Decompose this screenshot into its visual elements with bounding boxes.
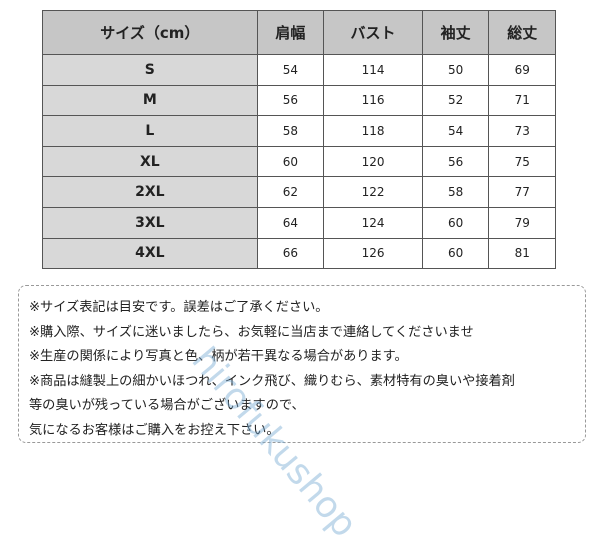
cell: 120 bbox=[323, 145, 423, 178]
size-cell: 3XL bbox=[42, 206, 258, 239]
notes-box: ※サイズ表記は目安です。誤差はご了承ください。 ※購入際、サイズに迷いましたら、お… bbox=[18, 285, 586, 443]
cell: 71 bbox=[488, 84, 556, 117]
header-cell: 総丈 bbox=[488, 10, 556, 55]
header-cell: サイズ（cm） bbox=[42, 10, 258, 55]
cell: 58 bbox=[421, 176, 490, 208]
cell: 54 bbox=[421, 115, 490, 147]
table-row: S 54 114 50 69 bbox=[42, 54, 556, 86]
cell: 52 bbox=[421, 84, 490, 117]
cell: 118 bbox=[323, 115, 423, 147]
cell: 62 bbox=[256, 176, 325, 208]
cell: 126 bbox=[323, 237, 423, 270]
note-line: ※購入際、サイズに迷いましたら、お気軽に当店まで連絡してくださいませ bbox=[29, 324, 474, 340]
size-cell: L bbox=[42, 115, 258, 147]
header-cell: 肩幅 bbox=[256, 10, 325, 55]
note-line: ※サイズ表記は目安です。誤差はご了承ください。 bbox=[29, 300, 329, 315]
header-row: サイズ（cm） 肩幅 バスト 袖丈 総丈 bbox=[42, 10, 556, 55]
header-cell: 袖丈 bbox=[421, 10, 490, 55]
table-row: 2XL 62 122 58 77 bbox=[42, 176, 556, 208]
cell: 64 bbox=[256, 206, 325, 239]
cell: 75 bbox=[488, 145, 556, 178]
cell: 122 bbox=[323, 176, 423, 208]
size-table: サイズ（cm） 肩幅 バスト 袖丈 総丈 S 54 114 50 69 M 56 116 52 71 L 58 1… bbox=[42, 10, 556, 270]
cell: 60 bbox=[421, 206, 490, 239]
note-line: 等の臭いが残っている場合がございますので、 bbox=[29, 398, 305, 413]
table-row: M 56 116 52 71 bbox=[42, 84, 556, 117]
cell: 79 bbox=[488, 206, 556, 239]
page: サイズ（cm） 肩幅 バスト 袖丈 総丈 S 54 114 50 69 M 56 116 52 71 L 58 1… bbox=[18, 10, 586, 545]
cell: 50 bbox=[421, 54, 490, 86]
cell: 58 bbox=[256, 115, 325, 147]
size-cell: 2XL bbox=[42, 176, 258, 208]
cell: 54 bbox=[256, 54, 325, 86]
table-row: XL 60 120 56 75 bbox=[42, 145, 556, 178]
cell: 66 bbox=[256, 237, 325, 270]
size-cell: M bbox=[42, 84, 258, 117]
cell: 77 bbox=[488, 176, 556, 208]
cell: 116 bbox=[323, 84, 423, 117]
note-line: 気になるお客様はご購入をお控え下さい。 bbox=[29, 422, 280, 438]
note-line: ※商品は縫製上の細かいほつれ、インク飛び、織りむら、素材特有の臭いや接着剤 bbox=[29, 373, 515, 389]
header-cell: バスト bbox=[323, 10, 423, 55]
cell: 56 bbox=[421, 145, 490, 178]
cell: 124 bbox=[323, 206, 423, 239]
size-cell: XL bbox=[42, 145, 258, 178]
table-row: 4XL 66 126 60 81 bbox=[42, 237, 556, 270]
size-cell: 4XL bbox=[42, 237, 258, 270]
table-row: 3XL 64 124 60 79 bbox=[42, 206, 556, 239]
note-line: ※生産の関係により写真と色、柄が若干異なる場合があります。 bbox=[29, 349, 408, 364]
cell: 69 bbox=[488, 54, 556, 86]
cell: 60 bbox=[421, 237, 490, 270]
cell: 73 bbox=[488, 115, 556, 147]
cell: 56 bbox=[256, 84, 325, 117]
cell: 60 bbox=[256, 145, 325, 178]
cell: 114 bbox=[323, 54, 423, 86]
table-row: L 58 118 54 73 bbox=[42, 115, 556, 147]
cell: 81 bbox=[488, 237, 556, 270]
size-cell: S bbox=[42, 54, 258, 86]
